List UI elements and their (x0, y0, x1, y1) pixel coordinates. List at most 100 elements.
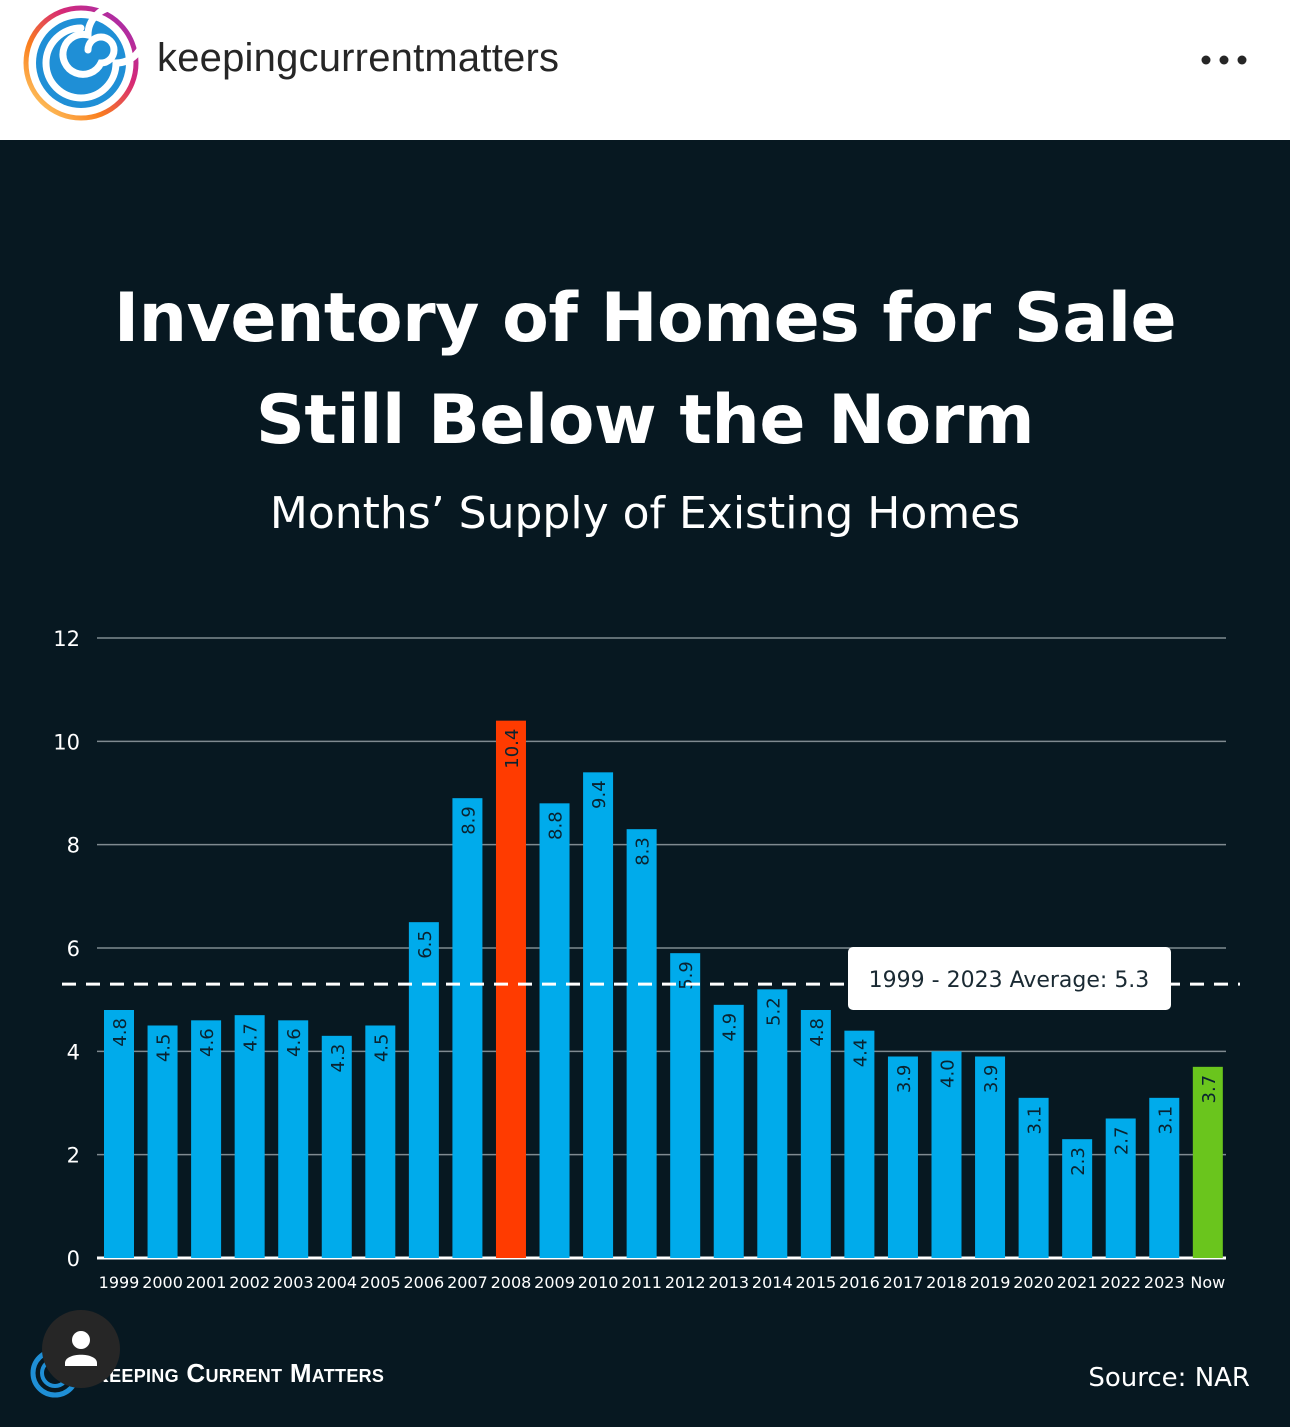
bar-Now (1192, 1066, 1223, 1258)
source-note: Source: NAR (1088, 1363, 1250, 1393)
y-tick-label: 2 (67, 1144, 80, 1168)
post-header: keepingcurrentmatters (0, 0, 1290, 140)
x-tick-label: 2021 (1057, 1273, 1098, 1292)
x-tick-label: 2023 (1144, 1273, 1185, 1292)
x-tick-label: 2005 (360, 1273, 401, 1292)
bar-value-label: 8.8 (546, 811, 567, 840)
bar-value-label: 4.0 (938, 1059, 959, 1088)
title-line-2: Still Below the Norm (255, 381, 1035, 460)
bar-value-label: 6.5 (415, 930, 436, 959)
bar-chart: 0 2 4 6 8 10 12 4.8 1999 4.5 2000 4.6 2001 4.7 2002 4.6… (53, 627, 1240, 1292)
bar-2020 (1018, 1097, 1049, 1258)
bar-value-label: 10.4 (502, 729, 523, 769)
bar-value-label: 4.4 (850, 1039, 871, 1068)
bar-2006 (408, 922, 439, 1258)
bar-value-label: 4.6 (284, 1028, 305, 1057)
x-tick-label: 2007 (447, 1273, 488, 1292)
bar-2021 (1062, 1139, 1093, 1258)
bar-2023 (1149, 1097, 1180, 1258)
bar-2002 (234, 1015, 265, 1258)
bar-2007 (452, 798, 483, 1258)
bar-value-label: 9.4 (589, 780, 610, 809)
bar-value-label: 4.8 (110, 1018, 131, 1047)
x-tick-label: 2018 (926, 1273, 967, 1292)
bar-value-label: 4.8 (807, 1018, 828, 1047)
bar-2009 (539, 803, 570, 1258)
y-tick-label: 6 (67, 937, 80, 961)
x-tick-label: 2010 (578, 1273, 619, 1292)
title-line-1: Inventory of Homes for Sale (113, 279, 1177, 358)
bar-value-label: 2.7 (1112, 1127, 1133, 1156)
bar-2011 (626, 829, 657, 1258)
bar-2019 (975, 1056, 1006, 1258)
bar-2012 (670, 953, 701, 1258)
bar-2017 (887, 1056, 918, 1258)
x-tick-label: 2006 (404, 1273, 445, 1292)
x-tick-label: 2003 (273, 1273, 314, 1292)
chart-subtitle: Months’ Supply of Existing Homes (269, 488, 1021, 539)
bar-value-label: 4.5 (154, 1034, 175, 1063)
x-tick-label: 2015 (795, 1273, 836, 1292)
post-image: Inventory of Homes for Sale Still Below … (0, 140, 1290, 1427)
x-tick-label: 2014 (752, 1273, 793, 1292)
y-tick-label: 4 (67, 1040, 80, 1064)
y-tick-label: 12 (53, 627, 80, 651)
spiral-logo-icon[interactable] (22, 4, 140, 122)
bar-2022 (1105, 1118, 1136, 1258)
bar-2001 (191, 1020, 222, 1258)
chart-title: Inventory of Homes for Sale Still Below … (0, 268, 1290, 472)
more-horizontal-icon[interactable] (1196, 38, 1252, 82)
x-tick-label: 2019 (970, 1273, 1011, 1292)
x-tick-label: 2022 (1100, 1273, 1141, 1292)
bar-value-label: 4.3 (328, 1044, 349, 1073)
bar-2008 (495, 720, 526, 1258)
bar-value-label: 4.7 (241, 1023, 262, 1052)
average-label-box (848, 947, 1171, 1010)
bar-2004 (321, 1035, 352, 1258)
x-tick-label: 2008 (491, 1273, 532, 1292)
username[interactable]: keepingcurrentmatters (157, 36, 560, 80)
bar-value-label: 8.3 (633, 837, 654, 866)
bar-2018 (931, 1051, 962, 1258)
brand-text: Keeping Current Matters (90, 1358, 385, 1388)
bar-2010 (583, 772, 614, 1258)
x-tick-label: 2002 (229, 1273, 270, 1292)
x-tick-label: 2020 (1013, 1273, 1054, 1292)
x-tick-label: 2011 (621, 1273, 662, 1292)
y-tick-label: 8 (67, 834, 80, 858)
x-tick-label: Now (1190, 1273, 1225, 1292)
bar-value-label: 4.9 (720, 1013, 741, 1042)
bar-value-label: 4.6 (197, 1028, 218, 1057)
bar-2016 (844, 1030, 875, 1258)
bar-value-label: 5.9 (676, 961, 697, 990)
bar-2013 (713, 1004, 744, 1258)
bar-value-label: 5.2 (763, 997, 784, 1026)
x-tick-label: 2016 (839, 1273, 880, 1292)
x-tick-label: 2013 (708, 1273, 749, 1292)
person-icon (65, 1331, 97, 1366)
bar-2005 (365, 1025, 396, 1258)
bar-2000 (147, 1025, 178, 1258)
x-tick-label: 2001 (186, 1273, 227, 1292)
x-tick-label: 1999 (99, 1273, 140, 1292)
bar-value-label: 3.1 (1025, 1106, 1046, 1135)
x-tick-label: 2000 (142, 1273, 183, 1292)
bar-2015 (800, 1010, 831, 1258)
tagged-users-button[interactable] (42, 1310, 120, 1388)
x-tick-label: 2009 (534, 1273, 575, 1292)
x-tick-label: 2012 (665, 1273, 706, 1292)
bar-value-label: 2.3 (1068, 1147, 1089, 1176)
bar-value-label: 3.1 (1155, 1106, 1176, 1135)
y-tick-label: 0 (67, 1247, 80, 1271)
bar-value-label: 3.9 (894, 1065, 915, 1094)
bar-2003 (278, 1020, 309, 1258)
bar-1999 (104, 1010, 134, 1258)
x-tick-label: 2004 (316, 1273, 357, 1292)
bar-2014 (757, 989, 788, 1258)
bar-value-label: 8.9 (458, 806, 479, 835)
y-tick-label: 10 (53, 730, 80, 754)
bar-value-label: 4.5 (371, 1034, 392, 1063)
bar-value-label: 3.9 (981, 1065, 1002, 1094)
x-tick-label: 2017 (883, 1273, 924, 1292)
bar-value-label: 3.7 (1199, 1075, 1220, 1104)
